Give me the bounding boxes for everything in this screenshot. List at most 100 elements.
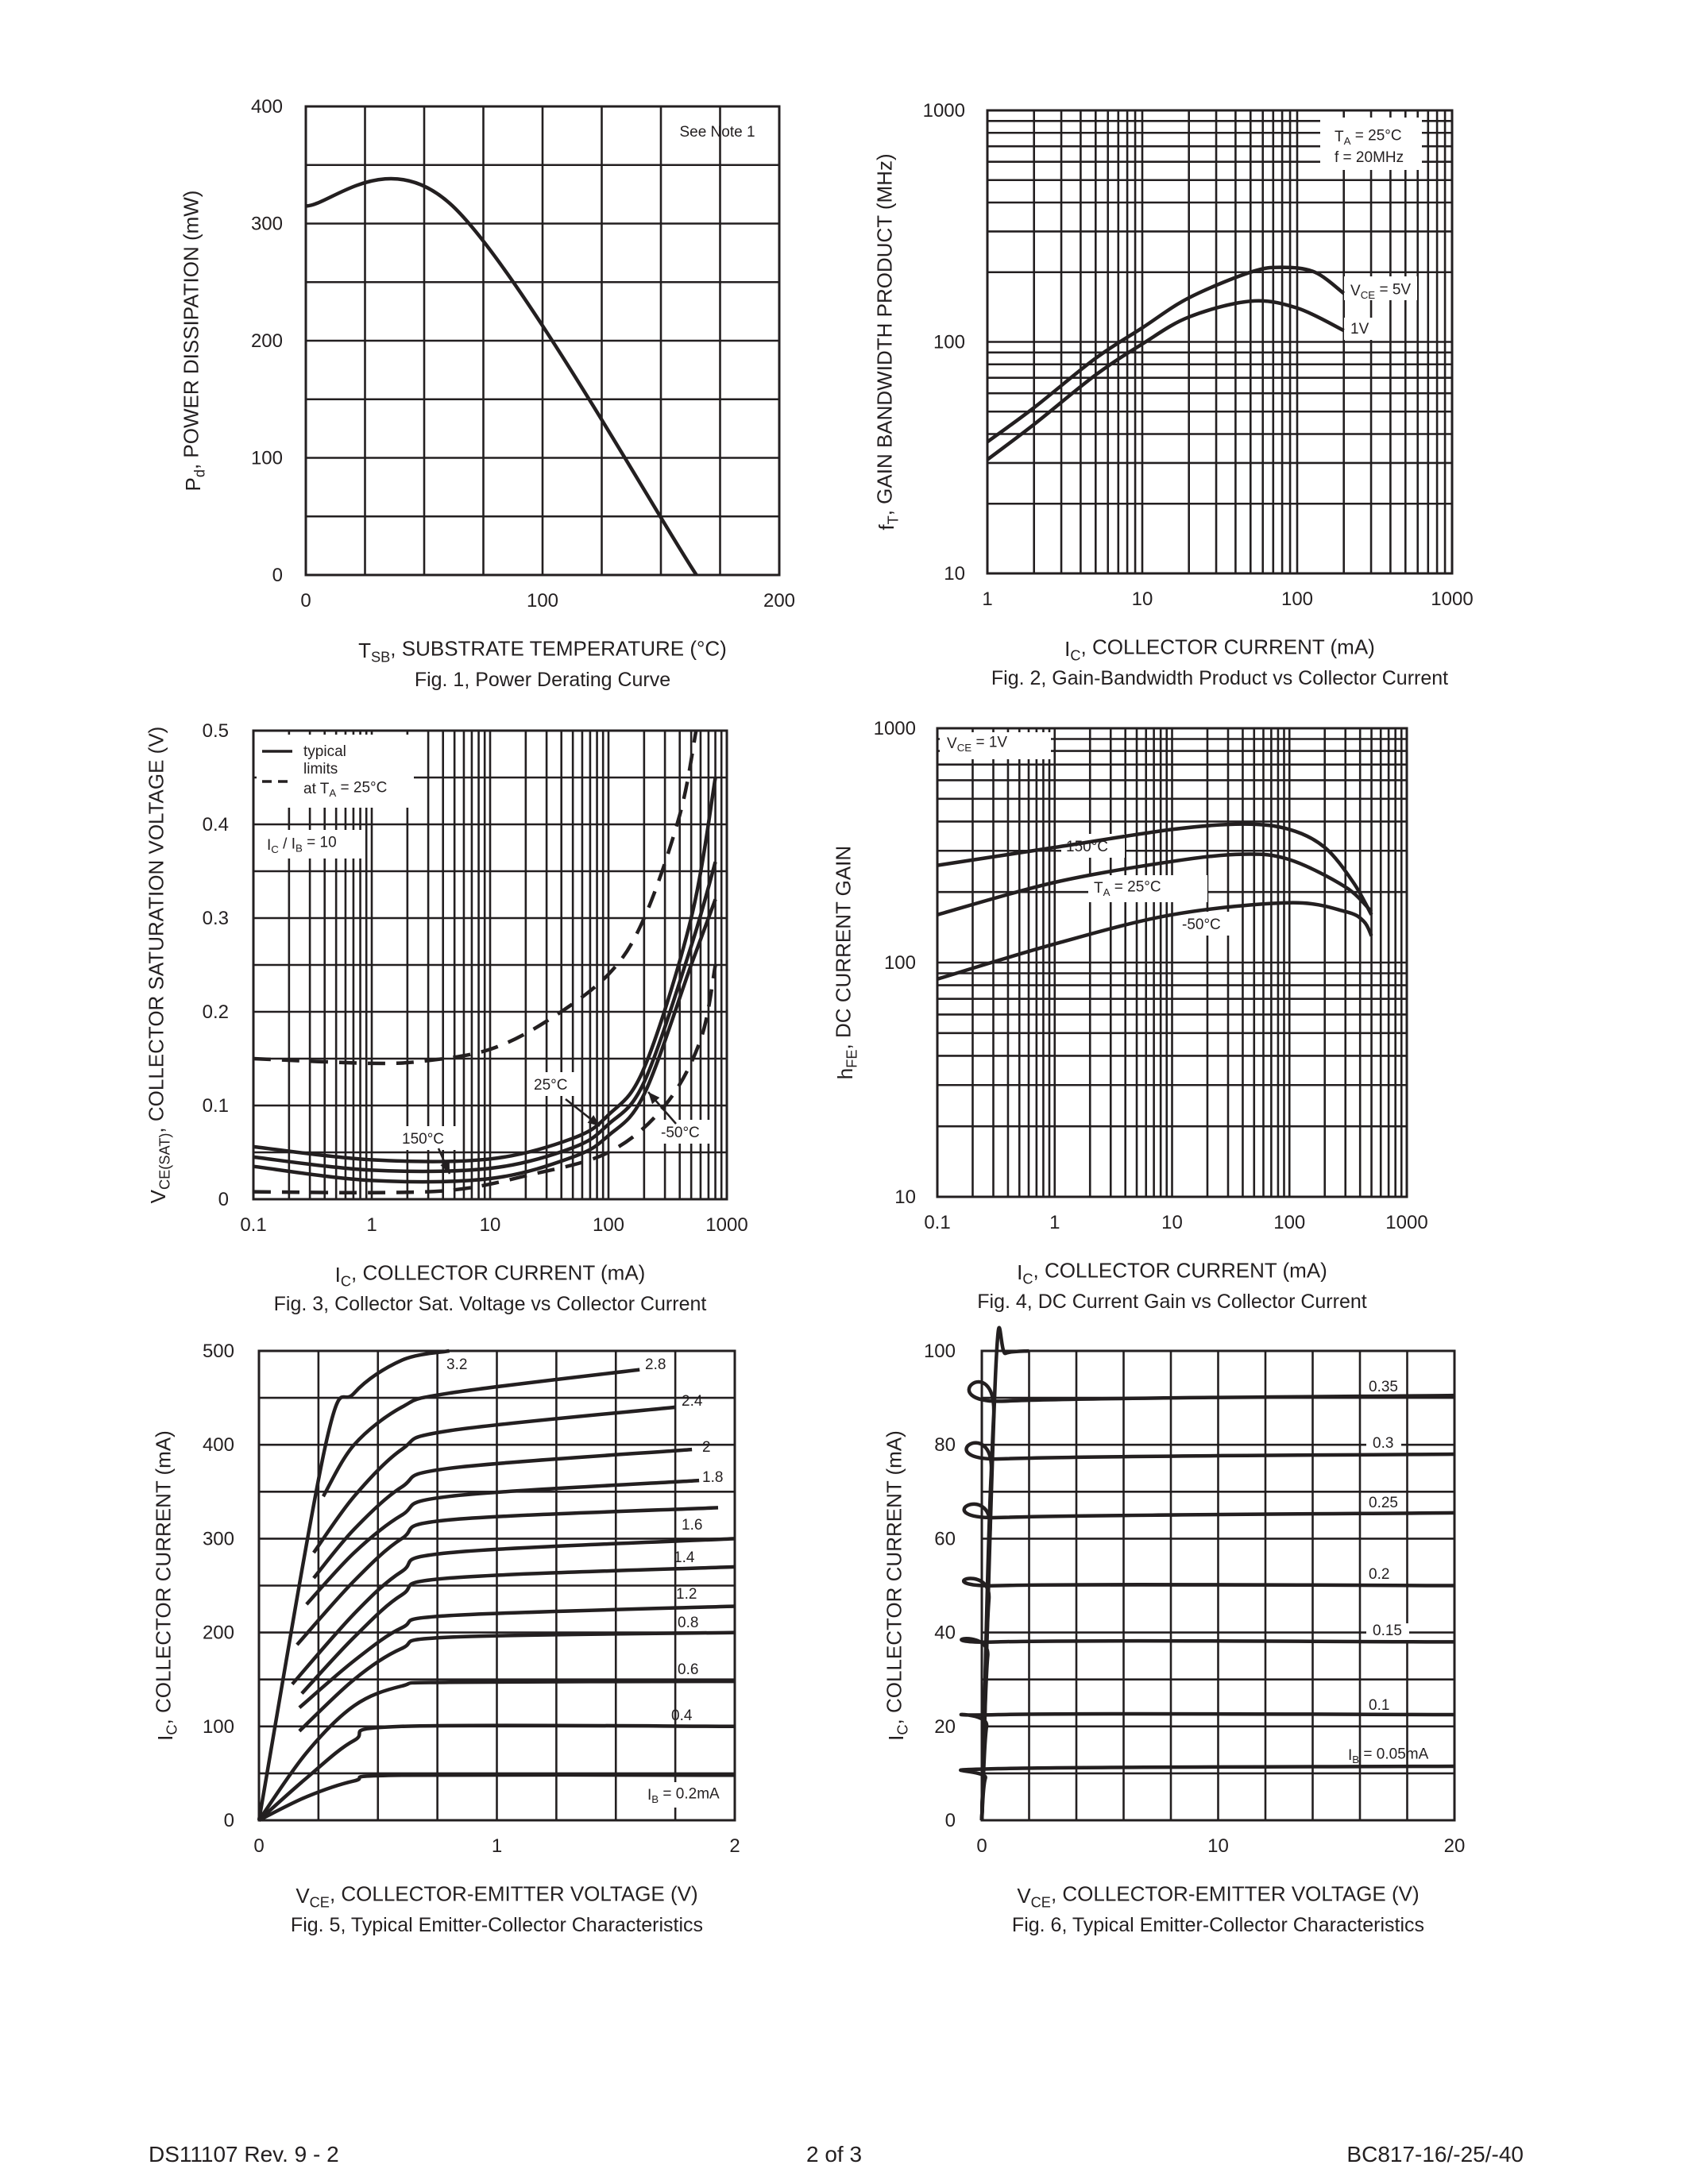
annotation-label: TA = 25°C [1094, 878, 1161, 898]
y-tick-label: 0 [218, 1189, 229, 1210]
annotation-label: 2 [702, 1439, 711, 1456]
x-tick-label: 10 [480, 1214, 501, 1236]
plot-frame [252, 729, 728, 1201]
text-segment: I [884, 1735, 908, 1741]
y-tick-label: 400 [251, 96, 283, 118]
y-tick-label: 10 [894, 1187, 916, 1208]
text-segment: 1.4 [674, 1549, 695, 1566]
series-line-2 [937, 852, 1373, 916]
annotation-background [1088, 875, 1207, 902]
series-line-3 [937, 901, 1373, 981]
annotation-background [1344, 318, 1376, 340]
y-tick-label: 60 [934, 1528, 956, 1549]
text-segment: I [1348, 1747, 1352, 1764]
annotation-label: 1.4 [674, 1549, 695, 1566]
text-segment: I [335, 1263, 341, 1287]
text-segment: I [1017, 1260, 1022, 1284]
annotation-label: f = 20MHz [1335, 149, 1404, 166]
text-segment: 3.2 [446, 1356, 467, 1373]
annotation-label: VCE = 1V [947, 734, 1007, 754]
text-segment: V [295, 1884, 310, 1908]
text-segment: , COLLECTOR CURRENT (mA) [883, 1430, 906, 1724]
annotation-label: at TA = 25°C [303, 779, 387, 799]
series-line-13 [258, 1773, 736, 1823]
subscript: B [1352, 1754, 1359, 1765]
y-tick-label: 100 [933, 332, 965, 353]
y-tick-label: 80 [934, 1434, 956, 1456]
text-segment: V [947, 735, 957, 752]
x-tick-label: 1 [1049, 1212, 1060, 1233]
text-segment: at T [303, 781, 330, 797]
annotation-background [527, 1072, 578, 1096]
text-segment: = 25°C [1110, 878, 1161, 895]
subscript: CE(SAT) [156, 1133, 172, 1190]
annotation-label: IC / IB = 10 [267, 835, 337, 855]
y-tick-label: 200 [203, 1623, 234, 1644]
figure-caption: Fig. 3, Collector Sat. Voltage vs Collec… [274, 1293, 707, 1315]
figure-caption: Fig. 2, Gain-Bandwidth Product vs Collec… [991, 667, 1448, 689]
text-segment: , COLLECTOR CURRENT (mA) [1033, 1259, 1327, 1283]
series-line-7 [959, 1711, 1455, 1821]
x-tick-label: 0 [253, 1835, 264, 1857]
series-line-5 [253, 964, 717, 1195]
y-tick-label: 100 [251, 448, 283, 469]
text-segment: f [875, 524, 898, 531]
text-segment: / I [279, 835, 295, 852]
annotation-label: 25°C [534, 1077, 567, 1094]
x-tick-label: 1 [982, 588, 992, 610]
subscript: C [164, 1724, 180, 1734]
subscript: CE [1031, 1894, 1051, 1910]
chart-fig-6: 0 10 200204060801000.350.30.250.20.150.1IB… [883, 1325, 1466, 1936]
series-group [253, 730, 717, 1195]
text-segment: 1.8 [702, 1469, 723, 1486]
x-tick-label: 200 [763, 590, 795, 612]
x-tick-label: 1000 [1431, 588, 1473, 610]
series-line-9 [298, 1604, 736, 1709]
series-line-4 [312, 1447, 693, 1580]
subscript: CE [310, 1894, 330, 1910]
x-tick-label: 0 [976, 1835, 987, 1857]
subscript: B [295, 842, 303, 854]
text-segment: I [267, 837, 271, 854]
y-tick-label: 100 [203, 1716, 234, 1738]
text-segment: 0.8 [678, 1615, 698, 1631]
chart-fig-1: 0 100 200 0 100 200 300 400 See Note 1 TSB, SUBST… [180, 96, 795, 691]
x-tick-label: 0.1 [240, 1214, 266, 1236]
x-axis-title: IC, COLLECTOR CURRENT (mA) [1064, 635, 1375, 664]
text-segment: 25°C [534, 1077, 567, 1094]
text-segment: 0.2 [1369, 1566, 1389, 1583]
annotation-label: 0.3 [1373, 1435, 1393, 1452]
footer-doc-number: DS11107 Rev. 9 - 2 [149, 2142, 339, 2167]
x-axis-title: VCE, COLLECTOR-EMITTER VOLTAGE (V) [295, 1882, 697, 1911]
text-segment: 1.6 [682, 1517, 702, 1534]
series-line-3 [312, 1405, 676, 1554]
plot-frame [257, 1349, 736, 1822]
series-line-5 [305, 1478, 700, 1606]
annotation-background [1176, 912, 1239, 936]
annotation-background [1366, 1436, 1401, 1453]
x-tick-label: 1 [366, 1214, 377, 1236]
text-segment: 1.2 [676, 1586, 697, 1603]
text-segment: V [1017, 1884, 1031, 1908]
text-segment: , POWER DISSIPATION (mW) [180, 191, 203, 469]
x-axis-title: TSB, SUBSTRATE TEMPERATURE (°C) [358, 637, 727, 666]
y-axis-title: Pd, POWER DISSIPATION (mW) [180, 191, 208, 492]
annotation-label: 1V [1350, 321, 1369, 338]
x-tick-label: 1000 [705, 1214, 747, 1236]
series-group [305, 176, 698, 577]
x-tick-label: 100 [1281, 588, 1313, 610]
x-tick-label: 10 [1161, 1212, 1183, 1233]
text-segment: , COLLECTOR-EMITTER VOLTAGE (V) [330, 1882, 698, 1906]
y-tick-label: 300 [251, 214, 283, 235]
y-tick-label: 0.5 [203, 720, 229, 742]
series-group [959, 1325, 1455, 1821]
subscript: FE [844, 1049, 859, 1067]
text-segment: P [181, 477, 205, 491]
text-segment: 1V [1350, 321, 1369, 338]
x-axis-title: IC, COLLECTOR CURRENT (mA) [1017, 1259, 1327, 1287]
x-tick-label: 20 [1444, 1835, 1466, 1857]
text-segment: I [1064, 637, 1070, 661]
